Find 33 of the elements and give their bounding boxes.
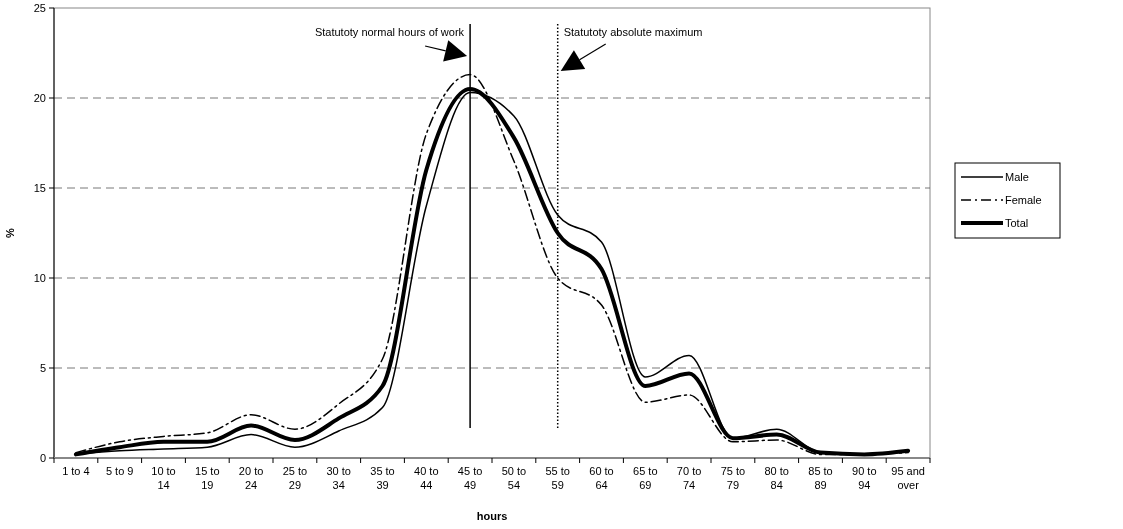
- x-tick-label: 25 to 29: [282, 465, 308, 491]
- x-tick-label: 1 to 4: [62, 465, 90, 477]
- x-tick-label: 40 to 44: [414, 465, 439, 491]
- x-tick-label: 5 to 9: [105, 465, 134, 477]
- x-tick-label: 90 to 94: [852, 465, 877, 491]
- x-tick-label: 60 to 64: [589, 465, 614, 491]
- y-axis-title: %: [4, 227, 16, 238]
- legend-label: Male: [1005, 170, 1029, 183]
- y-tick-label: 0: [39, 451, 46, 464]
- x-tick-label: 95 and over: [891, 465, 925, 491]
- y-tick-label: 20: [33, 91, 46, 104]
- x-tick-label: 75 to 79: [720, 465, 746, 491]
- x-tick-label: 45 to 49: [457, 465, 483, 491]
- x-tick-label: 50 to 54: [501, 465, 527, 491]
- y-tick-label: 5: [39, 361, 46, 374]
- x-tick-label: 65 to 69: [633, 465, 658, 491]
- x-tick-label: 55 to 59: [545, 465, 570, 491]
- y-tick-label: 25: [33, 1, 46, 14]
- y-tick-label: 15: [33, 181, 46, 194]
- x-axis-title: hours: [476, 510, 508, 522]
- x-tick-label: 35 to 39: [370, 465, 395, 491]
- y-tick-label: 10: [33, 271, 46, 284]
- x-tick-label: 85 to 89: [808, 465, 833, 491]
- legend-label: Total: [1005, 216, 1029, 229]
- ref-line-label: Statutoty normal hours of work: [314, 26, 465, 38]
- x-tick-label: 30 to 34: [326, 465, 351, 491]
- x-tick-label: 15 to 19: [195, 465, 220, 491]
- x-tick-label: 10 to 14: [151, 465, 176, 491]
- x-tick-label: 70 to 74: [676, 465, 702, 491]
- ref-line-label: Statutoty absolute maximum: [563, 26, 703, 38]
- x-tick-label: 80 to 84: [764, 465, 789, 491]
- legend-label: Female: [1005, 193, 1042, 206]
- x-tick-label: 20 to 24: [238, 465, 264, 491]
